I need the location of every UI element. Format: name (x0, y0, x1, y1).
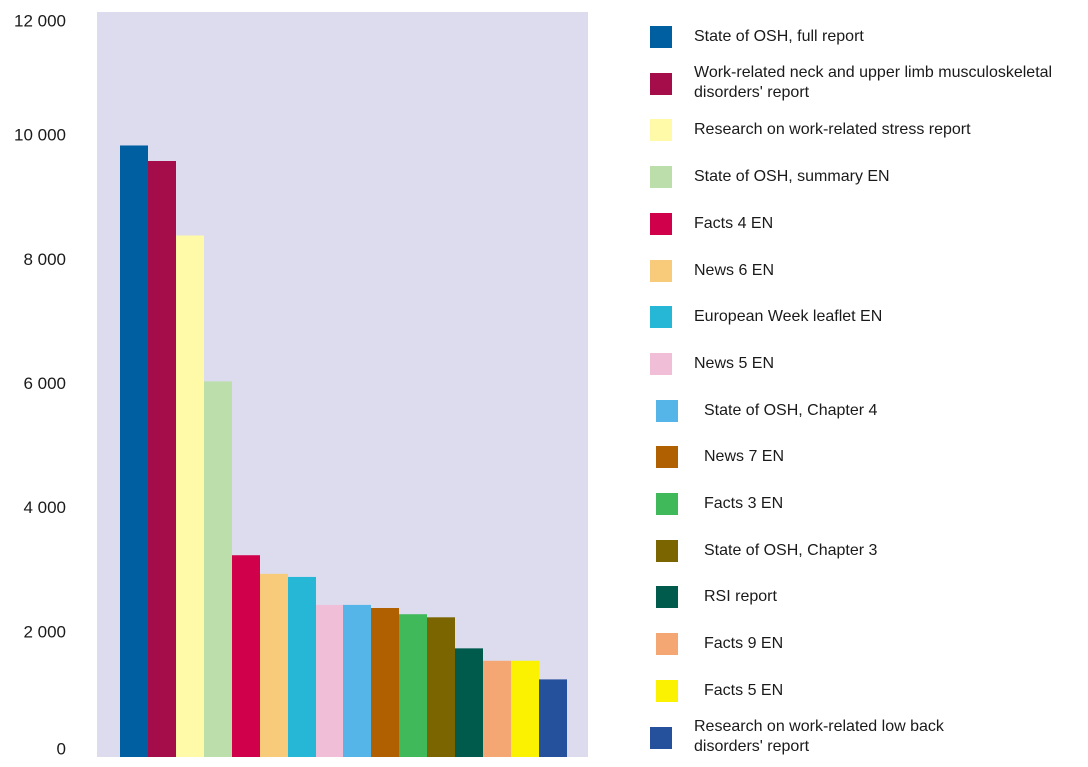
y-tick-label: 6 000 (23, 374, 66, 393)
bar (483, 660, 511, 757)
legend-swatch (650, 259, 672, 282)
bar (343, 604, 371, 757)
legend-swatch (656, 399, 678, 422)
legend-label: Research on work-related stress report (694, 121, 971, 139)
legend-swatch (656, 633, 678, 656)
legend-swatch (650, 72, 672, 95)
bar (399, 614, 427, 757)
y-tick-label: 10 000 (14, 126, 66, 145)
bar (232, 555, 260, 757)
y-tick-label: 8 000 (23, 250, 66, 269)
legend-label: Research on work-related low back (694, 717, 944, 735)
legend-swatch (656, 446, 678, 469)
bar (455, 648, 483, 757)
legend-label: Facts 4 EN (694, 214, 774, 232)
legend-label: Facts 3 EN (704, 495, 784, 512)
bar (148, 161, 176, 757)
legend-label: RSI report (704, 588, 777, 606)
y-tick-label: 2 000 (23, 622, 66, 641)
y-tick-label: 4 000 (23, 498, 66, 517)
legend-label: State of OSH, Chapter 3 (704, 541, 878, 559)
legend-swatch (650, 352, 672, 375)
legend-label: State of OSH, Chapter 4 (704, 401, 878, 419)
bars-group (120, 145, 567, 757)
legend-label: State of OSH, summary EN (694, 168, 890, 186)
legend-swatch (650, 306, 672, 329)
legend-swatch (650, 726, 672, 749)
y-tick-label: 0 (57, 739, 66, 758)
legend-label: Facts 5 EN (704, 681, 784, 699)
legend-swatch (656, 679, 678, 702)
bar (176, 235, 204, 757)
legend-swatch (656, 586, 678, 609)
legend-label: Facts 9 EN (704, 635, 784, 653)
legend-label: News 6 EN (694, 261, 775, 279)
bar (120, 145, 148, 757)
bar (427, 617, 455, 757)
legend-label: Work-related neck and upper limb musculo… (694, 63, 1053, 81)
bar (371, 608, 399, 757)
bar (539, 679, 567, 757)
legend-swatch (650, 166, 672, 189)
legend-label: State of OSH, full report (694, 28, 864, 45)
bar (260, 573, 288, 757)
y-axis: 0 2 000 4 000 6 000 8 000 10 000 12 000 (14, 11, 66, 758)
bar (511, 660, 539, 757)
legend-swatch (650, 212, 672, 235)
bar (204, 381, 232, 757)
legend-label-continued: disorders' report (694, 83, 810, 101)
legend-label: European Week leaflet EN (694, 308, 883, 326)
bar (288, 576, 316, 757)
legend-label: News 5 EN (694, 354, 775, 372)
bar (316, 604, 344, 757)
legend-swatch (650, 26, 672, 48)
legend-swatch (656, 493, 678, 515)
legend-label-continued: disorders' report (694, 737, 810, 755)
y-tick-label: 12 000 (14, 11, 66, 30)
legend-swatch (656, 539, 678, 562)
legend-label: News 7 EN (704, 448, 785, 466)
legend-swatch (650, 119, 672, 142)
